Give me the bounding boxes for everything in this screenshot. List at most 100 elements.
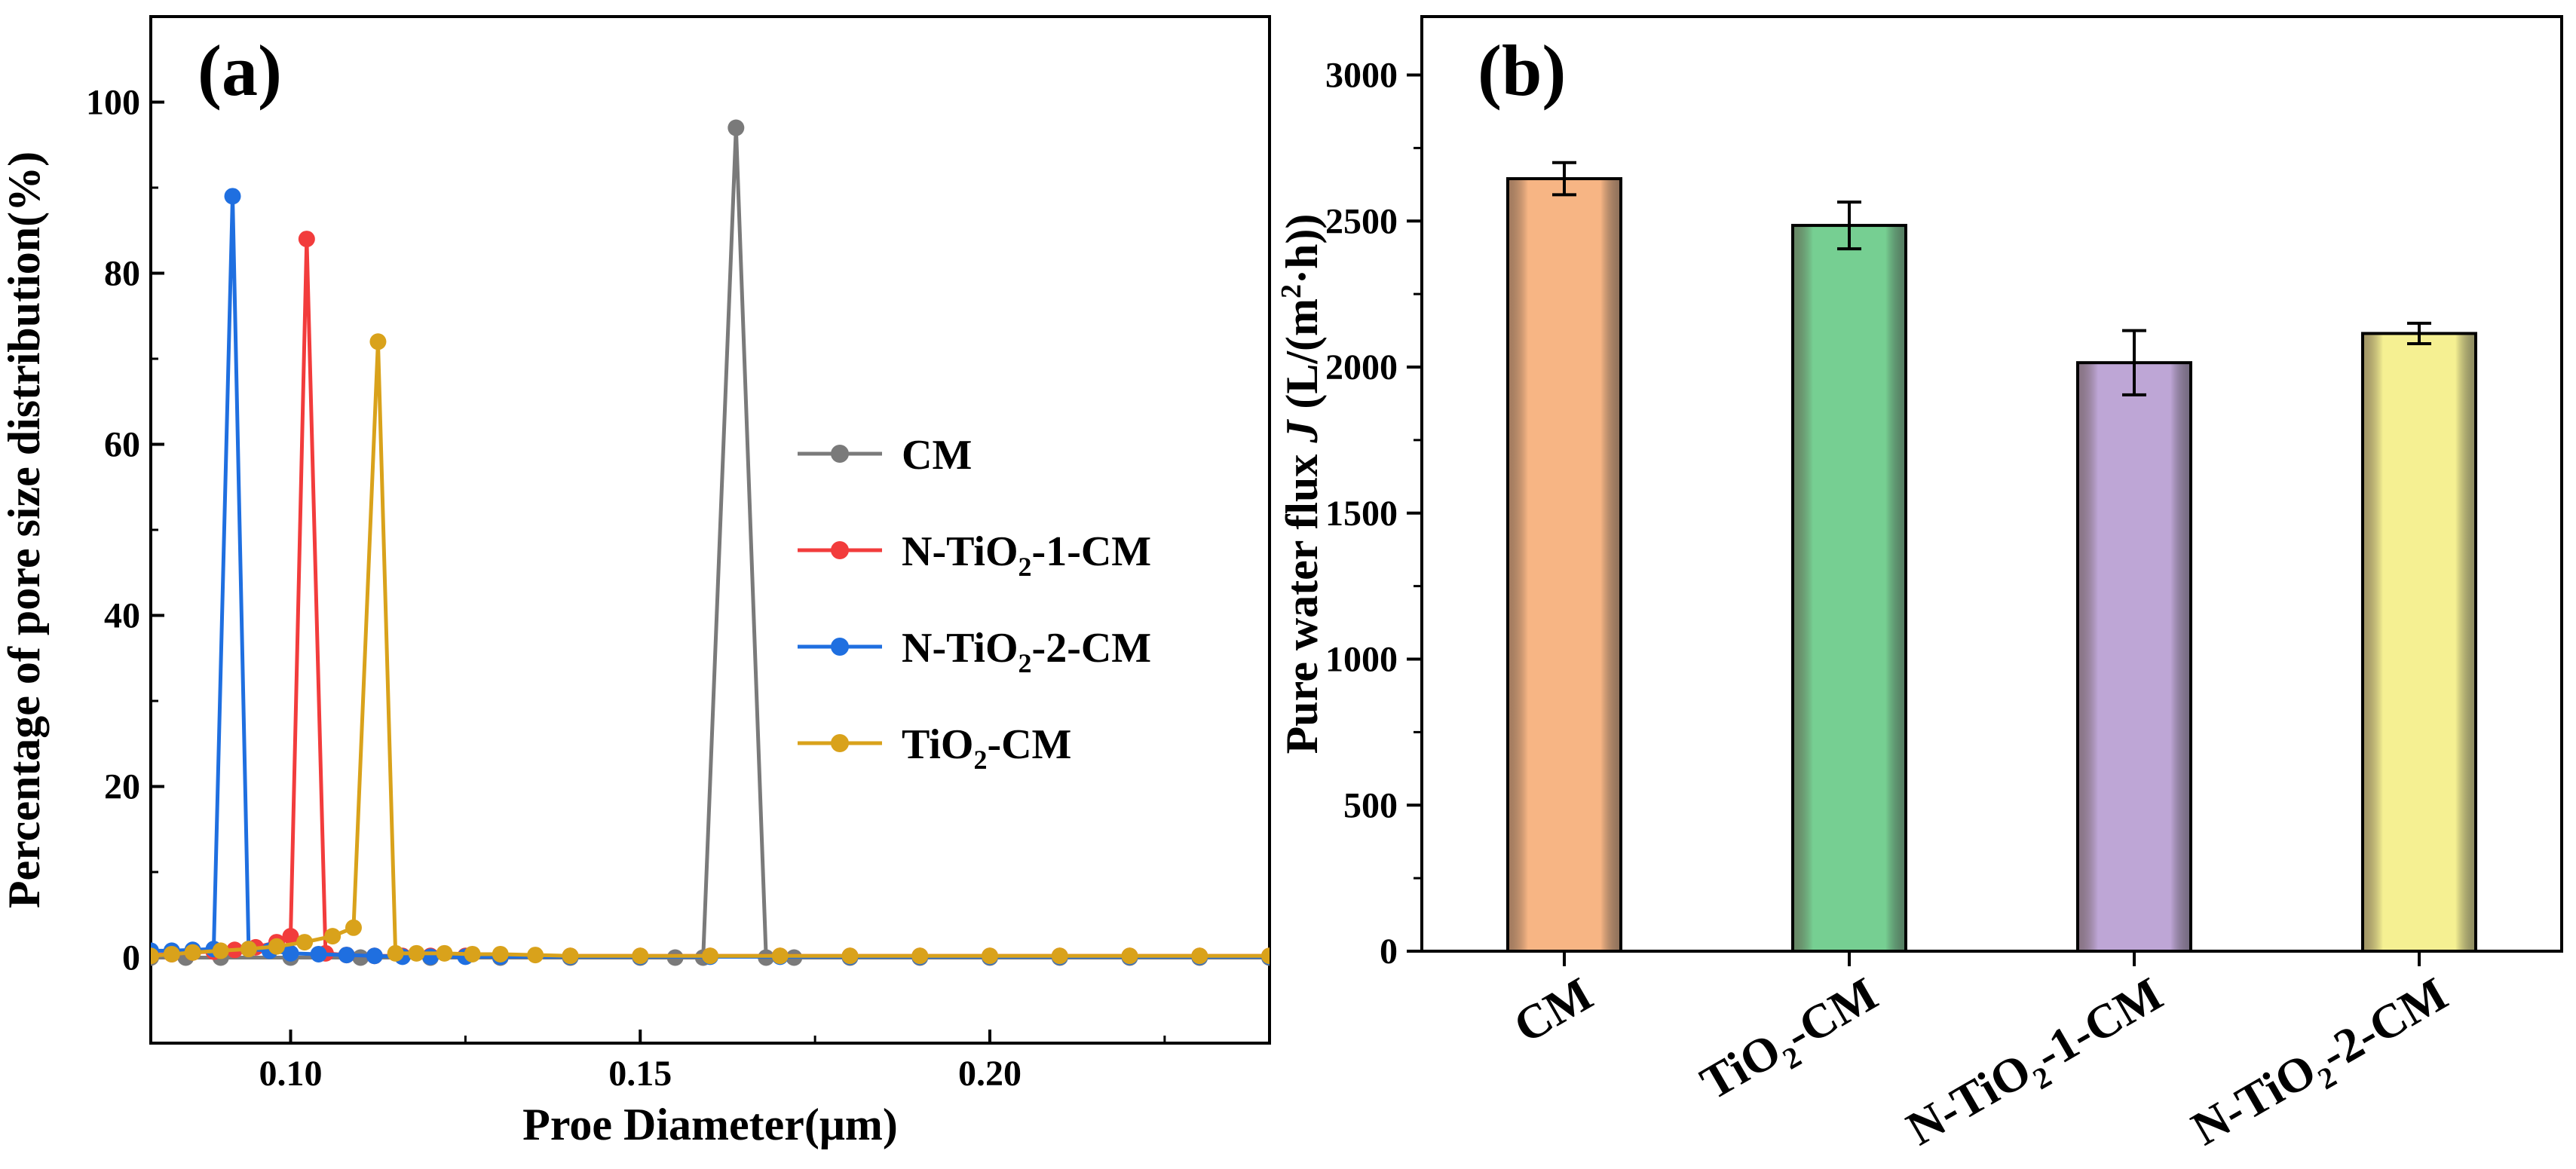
panel-b-ytick-label: 3000 — [1325, 56, 1398, 96]
data-point-TiO2-CM — [240, 941, 257, 958]
bar-N-TiO2-1-CM — [2076, 361, 2192, 953]
category-text-suffix: -2-CM — [2311, 967, 2456, 1082]
legend-text: N-TiO — [902, 625, 1018, 672]
panel-a-xtick-label: 0.15 — [608, 1054, 672, 1094]
panel-b-bars — [1506, 161, 2477, 953]
panel-a-ytick-label: 80 — [104, 254, 140, 294]
data-point-N-TiO2-1-CM — [282, 928, 299, 945]
panel-b-ylabel-unit: (L/(m — [1277, 298, 1327, 421]
legend-text-suffix: -CM — [987, 721, 1071, 768]
panel-b-ytick-label: 1000 — [1325, 640, 1398, 680]
legend-text: TiO — [902, 721, 973, 768]
legend-subscript: 2 — [1018, 552, 1032, 582]
panel-a-label: (a) — [198, 30, 282, 111]
data-point-TiO2-CM — [1051, 947, 1068, 965]
category-label-N-TiO2-1-CM: N-TiO2-1-CM — [1898, 967, 2175, 1163]
legend-subscript: 2 — [973, 745, 987, 775]
data-point-TiO2-CM — [492, 945, 509, 962]
series-line-N-TiO2-1-CM — [151, 237, 1270, 958]
legend-marker-N-TiO2-2-CM — [831, 638, 849, 656]
data-point-N-TiO2-1-CM — [298, 231, 315, 248]
data-point-TiO2-CM — [982, 947, 998, 965]
panel-b-ytick-label: 2500 — [1325, 201, 1398, 241]
legend-entry-N-TiO2-1-CM: N-TiO2-1-CM — [902, 528, 1151, 582]
data-point-TiO2-CM — [1261, 947, 1270, 965]
data-point-TiO2-CM — [369, 333, 387, 350]
panel-b-label: (b) — [1478, 30, 1566, 111]
data-point-TiO2-CM — [562, 947, 579, 965]
legend-marker-N-TiO2-1-CM — [831, 541, 849, 559]
legend-subscript: 2 — [1018, 648, 1032, 678]
panel-a-ytick-label: 100 — [86, 83, 140, 123]
panel-a-xlabel: Proe Diameter(μm) — [522, 1100, 898, 1149]
panel-b-ylabel-text: Pure water flux — [1277, 443, 1327, 754]
panel-b-ylabel-unit-end: ·h)) — [1277, 214, 1327, 284]
panel-a-xtick-label: 0.20 — [958, 1054, 1022, 1094]
data-point-TiO2-CM — [163, 945, 180, 962]
data-point-TiO2-CM — [527, 947, 544, 964]
panel-b-ylabel-variable: J — [1277, 419, 1327, 444]
legend-text: N-TiO — [902, 528, 1018, 575]
panel-b-ylabel-unit-sup: 2 — [1276, 284, 1307, 298]
data-point-TiO2-CM — [464, 945, 481, 962]
legend-text-suffix: -1-CM — [1032, 528, 1152, 575]
category-label-TiO2-CM: TiO2-CM — [1692, 967, 1891, 1118]
panel-a-ytick-label: 40 — [104, 596, 140, 636]
data-point-TiO2-CM — [296, 934, 314, 951]
data-point-TiO2-CM — [151, 947, 159, 965]
panel-b-ytick-label: 0 — [1380, 932, 1398, 972]
panel-b-frame — [1420, 15, 2563, 953]
legend-text: CM — [902, 432, 972, 479]
data-point-N-TiO2-2-CM — [310, 945, 327, 962]
data-point-TiO2-CM — [268, 938, 285, 955]
data-point-TiO2-CM — [632, 947, 649, 965]
category-text: N-TiO — [2182, 1042, 2324, 1155]
panel-b-axes: 0 500 1000 1500 2000 2500 3000 — [1325, 56, 2421, 972]
panel-a-line-chart: 0 20 40 60 80 100 0.10 0.15 0.20 (a) Proe Diamet… — [0, 15, 1271, 1149]
panel-a-ytick-label: 60 — [104, 425, 140, 465]
legend-entry-CM: CM — [902, 432, 972, 479]
bar-CM — [1506, 177, 1622, 953]
bar-N-TiO2-2-CM — [2361, 332, 2477, 953]
data-point-N-TiO2-2-CM — [282, 944, 299, 962]
legend-marker-TiO2-CM — [831, 734, 849, 752]
panel-b-bar-chart: 0 500 1000 1500 2000 2500 3000 (b) Pure water … — [1276, 15, 2563, 1163]
data-point-TiO2-CM — [408, 944, 425, 962]
panel-b-ytick-label: 500 — [1343, 785, 1398, 825]
data-point-TiO2-CM — [841, 947, 859, 965]
data-point-N-TiO2-2-CM — [366, 947, 383, 965]
panel-b-ytick-label: 1500 — [1325, 494, 1398, 534]
panel-a-ytick-label: 0 — [122, 938, 140, 978]
bar-TiO2-CM — [1791, 224, 1907, 953]
category-text: TiO — [1692, 1023, 1790, 1110]
data-point-TiO2-CM — [345, 919, 362, 936]
data-point-TiO2-CM — [212, 942, 229, 959]
legend-entry-N-TiO2-2-CM: N-TiO2-2-CM — [902, 625, 1151, 678]
data-point-TiO2-CM — [771, 947, 789, 965]
data-point-TiO2-CM — [1121, 947, 1138, 965]
panel-b-ytick-label: 2000 — [1325, 347, 1398, 387]
data-point-TiO2-CM — [184, 944, 201, 961]
panel-a-axes: 0 20 40 60 80 100 0.10 0.15 0.20 — [86, 83, 1166, 1094]
data-point-TiO2-CM — [1191, 947, 1208, 965]
category-text: CM — [1505, 967, 1601, 1054]
data-point-CM — [352, 949, 369, 966]
data-point-CM — [727, 119, 745, 136]
data-point-TiO2-CM — [911, 947, 929, 965]
data-point-TiO2-CM — [436, 944, 453, 962]
series-line-N-TiO2-2-CM — [151, 194, 1270, 959]
data-point-N-TiO2-2-CM — [422, 948, 439, 965]
category-label-N-TiO2-2-CM: N-TiO2-2-CM — [2182, 967, 2460, 1163]
data-point-N-TiO2-2-CM — [338, 947, 355, 964]
panel-b-category-labels: CM TiO2-CMN-TiO2-1-CMN-TiO2-2-CM — [1505, 967, 2460, 1163]
panel-a-ylabel: Percentage of pore size distribution(%) — [0, 151, 49, 908]
category-text-suffix: -1-CM — [2026, 967, 2171, 1082]
category-label-CM: CM — [1505, 967, 1601, 1054]
legend-entry-TiO2-CM: TiO2-CM — [902, 721, 1071, 775]
panel-a-series — [151, 119, 1270, 966]
legend-text-suffix: -2-CM — [1032, 625, 1152, 672]
legend-marker-CM — [831, 445, 849, 463]
data-point-TiO2-CM — [324, 928, 342, 945]
